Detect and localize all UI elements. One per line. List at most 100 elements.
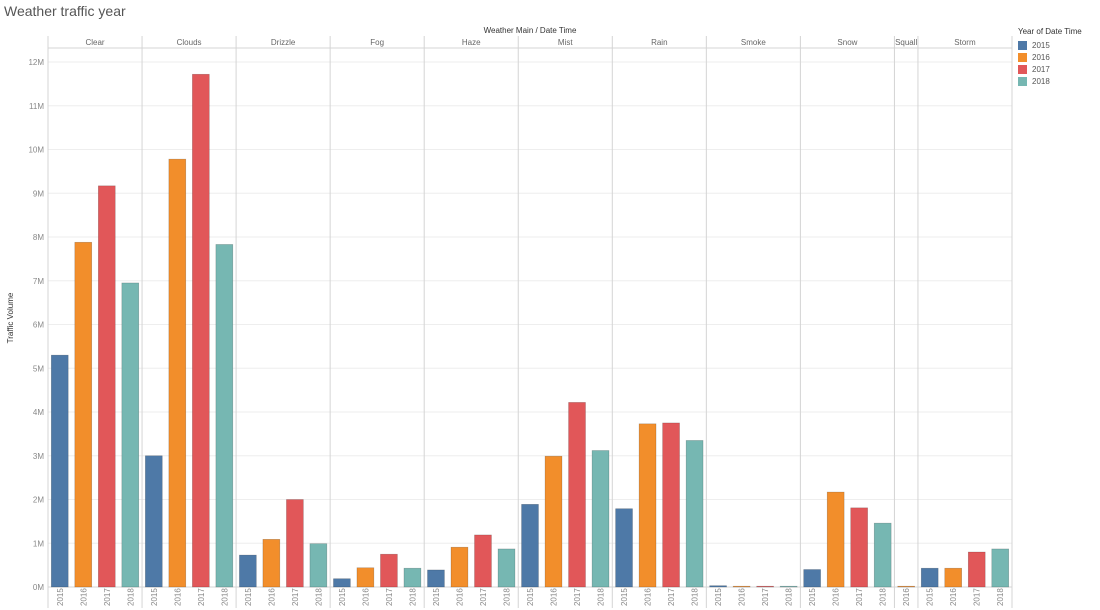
x-tick-label: 2016 xyxy=(550,588,559,606)
bar-clouds-2018 xyxy=(215,244,234,588)
x-tick-label: 2018 xyxy=(597,588,606,606)
bar-storm-2017 xyxy=(967,551,986,588)
x-tick-label: 2017 xyxy=(291,588,300,606)
bar-mist-2018 xyxy=(591,450,610,588)
y-axis-title: Traffic Volume xyxy=(6,292,15,343)
legend-title: Year of Date Time xyxy=(1018,27,1082,36)
x-tick-label: 2017 xyxy=(479,588,488,606)
x-tick-label: 2016 xyxy=(644,588,653,606)
legend-item-2018[interactable]: 2018 xyxy=(1018,75,1082,87)
x-tick-label: 2016 xyxy=(738,588,747,606)
page-title: Weather traffic year xyxy=(4,3,126,19)
x-tick-label: 2018 xyxy=(879,588,888,606)
x-tick-label: 2018 xyxy=(996,588,1005,606)
x-tick-label: 2017 xyxy=(761,588,770,606)
bar-snow-2018 xyxy=(873,522,892,588)
x-tick-label: 2018 xyxy=(314,588,323,606)
x-tick-label: 2018 xyxy=(220,588,229,606)
x-tick-label: 2018 xyxy=(408,588,417,606)
bar-rain-2018 xyxy=(685,440,704,588)
legend-label-2015: 2015 xyxy=(1032,40,1050,50)
x-tick-label: 2018 xyxy=(785,588,794,606)
x-tick-label: 2017 xyxy=(197,588,206,606)
group-label-squall: Squall xyxy=(895,38,917,47)
bar-fog-2018 xyxy=(403,567,422,588)
legend-swatch-2015 xyxy=(1018,40,1027,50)
x-tick-label: 2015 xyxy=(808,588,817,606)
y-tick-label: 12M xyxy=(28,58,44,67)
group-label-haze: Haze xyxy=(462,38,481,47)
bar-rain-2017 xyxy=(662,422,680,588)
group-label-snow: Snow xyxy=(837,38,857,47)
x-tick-label: 2015 xyxy=(926,588,935,606)
legend-item-2015[interactable]: 2015 xyxy=(1018,39,1082,51)
bar-fog-2015 xyxy=(333,578,351,588)
column-header: Weather Main / Date Time xyxy=(484,26,577,35)
y-tick-label: 0M xyxy=(33,583,44,592)
bar-snow-2015 xyxy=(803,569,821,588)
bar-clouds-2016 xyxy=(168,158,187,588)
legend-item-2016[interactable]: 2016 xyxy=(1018,51,1082,63)
x-tick-label: 2016 xyxy=(361,588,370,606)
y-tick-label: 4M xyxy=(33,408,44,417)
bar-clear-2015 xyxy=(50,354,69,588)
y-tick-label: 11M xyxy=(29,102,44,111)
bar-haze-2015 xyxy=(427,569,445,588)
legend-label-2018: 2018 xyxy=(1032,76,1050,86)
bar-rain-2016 xyxy=(638,423,657,588)
legend: Year of Date Time 2015 2016 2017 2018 xyxy=(1018,27,1082,87)
legend-swatch-2017 xyxy=(1018,64,1027,74)
bar-snow-2017 xyxy=(850,507,868,588)
x-tick-label: 2017 xyxy=(385,588,394,606)
bar-clear-2017 xyxy=(98,185,116,588)
x-tick-label: 2018 xyxy=(691,588,700,606)
x-tick-label: 2015 xyxy=(150,588,159,606)
x-tick-label: 2017 xyxy=(855,588,864,606)
legend-swatch-2018 xyxy=(1018,76,1027,86)
y-tick-label: 6M xyxy=(33,321,44,330)
legend-label-2017: 2017 xyxy=(1032,64,1050,74)
bar-haze-2016 xyxy=(450,546,469,588)
y-tick-label: 5M xyxy=(33,364,44,373)
bar-drizzle-2018 xyxy=(309,543,328,588)
bar-haze-2017 xyxy=(474,534,492,588)
x-tick-label: 2017 xyxy=(667,588,676,606)
bar-storm-2015 xyxy=(920,567,939,588)
group-label-drizzle: Drizzle xyxy=(271,38,296,47)
x-tick-label: 2017 xyxy=(103,588,112,606)
bar-fog-2016 xyxy=(356,567,375,588)
bar-drizzle-2017 xyxy=(286,499,304,588)
bar-smoke-2018 xyxy=(779,585,798,588)
x-tick-label: 2015 xyxy=(714,588,723,606)
x-tick-label: 2018 xyxy=(126,588,135,606)
bar-clouds-2017 xyxy=(192,73,210,588)
y-tick-label: 7M xyxy=(33,277,44,286)
x-tick-label: 2016 xyxy=(79,588,88,606)
x-tick-label: 2016 xyxy=(173,588,182,606)
bar-drizzle-2015 xyxy=(239,554,257,588)
group-label-mist: Mist xyxy=(558,38,573,47)
bar-clouds-2015 xyxy=(145,455,163,588)
group-label-clear: Clear xyxy=(85,38,104,47)
x-tick-label: 2015 xyxy=(338,588,347,606)
bar-rain-2015 xyxy=(615,508,633,588)
bar-storm-2016 xyxy=(944,567,962,588)
x-tick-label: 2016 xyxy=(949,588,958,606)
x-tick-label: 2016 xyxy=(902,588,911,606)
y-tick-label: 8M xyxy=(33,233,44,242)
bar-smoke-2017 xyxy=(756,585,774,588)
legend-item-2017[interactable]: 2017 xyxy=(1018,63,1082,75)
x-tick-label: 2017 xyxy=(573,588,582,606)
group-label-storm: Storm xyxy=(954,38,976,47)
y-tick-label: 2M xyxy=(33,496,44,505)
x-tick-label: 2015 xyxy=(244,588,253,606)
x-tick-label: 2015 xyxy=(56,588,65,606)
legend-swatch-2016 xyxy=(1018,52,1027,62)
bar-mist-2015 xyxy=(521,504,539,588)
bar-haze-2018 xyxy=(497,548,516,588)
bar-fog-2017 xyxy=(380,553,398,588)
group-label-rain: Rain xyxy=(651,38,667,47)
bar-storm-2018 xyxy=(991,548,1010,588)
bar-smoke-2016 xyxy=(732,585,751,588)
x-tick-label: 2017 xyxy=(973,588,982,606)
